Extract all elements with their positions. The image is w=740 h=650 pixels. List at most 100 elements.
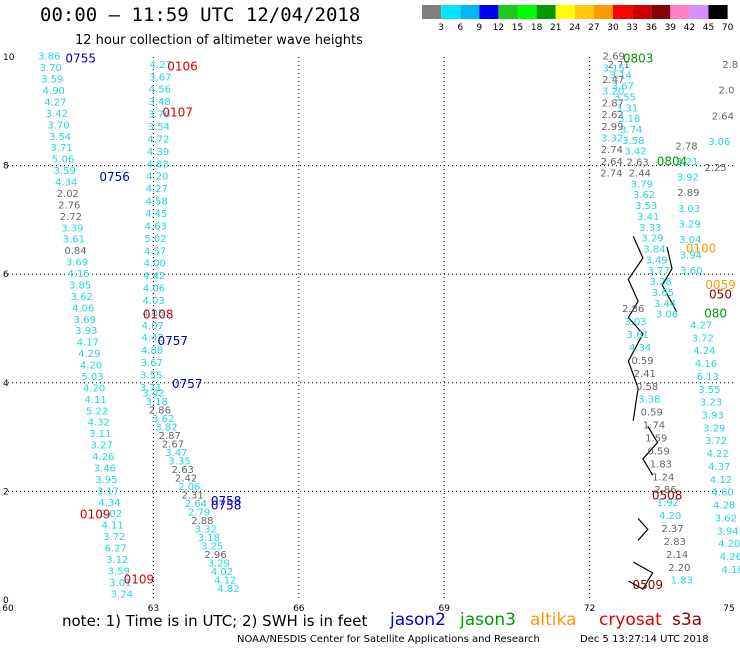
x-tick-label: 63 <box>148 604 159 614</box>
swh-value: 4.34 <box>55 178 77 189</box>
swh-value: 3.46 <box>94 464 116 475</box>
swh-value: 3.21 <box>676 157 698 168</box>
footer-date: Dec 5 13:27:14 UTC 2018 <box>580 634 709 645</box>
swh-value: 4.12 <box>710 475 732 486</box>
time-label: 0756 <box>99 170 130 184</box>
footer-note: note: 1) Time is in UTC; 2) SWH is in fe… <box>62 612 368 630</box>
swh-value: 3.53 <box>635 201 657 212</box>
swh-value: 3.67 <box>141 358 163 369</box>
color-scale-swatch <box>670 5 690 19</box>
swh-value: 2.64 <box>712 111 734 122</box>
swh-value: 4.37 <box>708 462 730 473</box>
swh-value: 2.62 <box>601 110 623 121</box>
swh-value: 3.29 <box>641 234 663 245</box>
swh-value: 4.88 <box>141 346 163 357</box>
swh-value: 0.59 <box>641 408 663 419</box>
y-tick-label: 0 <box>3 596 9 606</box>
y-tick-label: 6 <box>3 270 9 280</box>
time-label: 0106 <box>167 60 198 74</box>
swh-value: 4.11 <box>84 395 106 406</box>
swh-value: 1.83 <box>671 576 693 587</box>
color-scale-label: 9 <box>476 23 482 33</box>
swh-value: 4.27 <box>690 321 712 332</box>
swh-value: 4.06 <box>72 303 94 314</box>
swh-value: 4.45 <box>145 209 167 220</box>
swh-value: 3.94 <box>680 251 702 262</box>
swh-value: 4.07 <box>142 321 164 332</box>
swh-value: 3.65 <box>652 288 674 299</box>
swh-value: 3.29 <box>678 219 700 230</box>
swh-value: 3.48 <box>148 97 170 108</box>
time-label: 0755 <box>65 51 96 65</box>
swh-value: 3.60 <box>680 266 702 277</box>
swh-value: 3.62 <box>152 414 174 425</box>
color-scale-swatch <box>574 5 594 19</box>
swh-value: 3.94 <box>716 526 738 537</box>
swh-value: 3.35 <box>168 456 190 467</box>
color-scale-swatch <box>460 5 480 19</box>
x-tick-label: 60 <box>2 604 14 614</box>
footer-credit: NOAA/NESDIS Center for Satellite Applica… <box>237 634 540 645</box>
swh-value: 4.39 <box>147 147 169 158</box>
swh-value: 4.20 <box>83 383 105 394</box>
swh-value: 0.84 <box>64 246 86 257</box>
swh-value: 2.42 <box>175 473 197 484</box>
swh-value: 3.92 <box>677 173 699 184</box>
swh-value: 2.64 <box>601 157 623 168</box>
swh-value: 3.04 <box>679 235 701 246</box>
swh-value: 2.83 <box>664 537 686 548</box>
swh-value: 3.06 <box>708 137 730 148</box>
swh-value: 2.71 <box>608 60 630 71</box>
time-label: 0059 <box>705 278 736 292</box>
swh-value: 3.61 <box>63 235 85 246</box>
swh-value: 3.54 <box>148 122 170 133</box>
time-label: 080 <box>704 307 727 321</box>
swh-value: 3.62 <box>715 513 737 524</box>
swh-value: 3.33 <box>639 223 661 234</box>
swh-value: 1.92 <box>657 498 679 509</box>
color-scale-swatch <box>555 5 575 19</box>
time-label: 0108 <box>143 308 174 322</box>
swh-value: 2.14 <box>666 550 688 561</box>
swh-value: 3.24 <box>111 589 133 600</box>
swh-value: 3.93 <box>702 411 724 422</box>
swh-value: 2.06 <box>178 482 200 493</box>
swh-value: 3.72 <box>705 436 727 447</box>
swh-value: 4.22 <box>707 449 729 460</box>
swh-value: 4.83 <box>147 159 169 170</box>
legend-s3a: s3a <box>672 610 703 630</box>
swh-value: 4.17 <box>77 338 99 349</box>
swh-value: 2.76 <box>58 200 80 211</box>
swh-value: 2.25 <box>704 163 726 174</box>
swh-value: 3.59 <box>41 75 63 86</box>
color-scale-label: 39 <box>665 23 677 33</box>
swh-value: 3.29 <box>703 423 725 434</box>
swh-value: 3.70 <box>40 63 62 74</box>
swh-value: 5.22 <box>86 406 108 417</box>
time-label: 0804 <box>657 155 688 169</box>
swh-value: 4.63 <box>145 221 167 232</box>
time-label: 0109 <box>124 573 155 587</box>
swh-value: 4.12 <box>214 575 236 586</box>
x-tick-label: 72 <box>584 604 595 614</box>
swh-value: 3.77 <box>648 266 670 277</box>
swh-value: 3.41 <box>637 212 659 223</box>
swh-value: 0.59 <box>647 446 669 457</box>
swh-value: 4.32 <box>88 418 110 429</box>
swh-value: 3.93 <box>75 326 97 337</box>
swh-value: 3.03 <box>678 204 700 215</box>
legend-cryosat: cryosat <box>599 610 662 630</box>
swh-value: 2.72 <box>60 212 82 223</box>
swh-value: 3.71 <box>140 383 162 394</box>
swh-value: 1.59 <box>645 434 667 445</box>
y-tick-label: 4 <box>3 379 9 389</box>
color-scale-label: 36 <box>645 23 657 33</box>
swh-value: 4.26 <box>92 452 114 463</box>
swh-value: 3.01 <box>109 578 131 589</box>
swh-value: 3.54 <box>49 132 71 143</box>
swh-value: 3.42 <box>46 109 68 120</box>
swh-value: 2.41 <box>634 369 656 380</box>
coastline-outline <box>661 246 678 313</box>
swh-value: 4.05 <box>142 308 164 319</box>
